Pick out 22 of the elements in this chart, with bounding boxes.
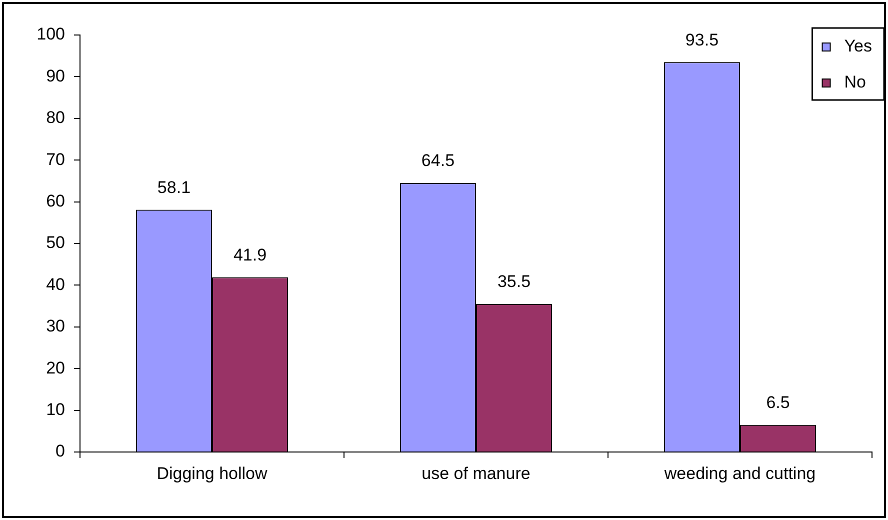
y-tick-label: 70 [46,150,65,169]
legend-label: No [844,72,866,92]
data-label: 58.1 [157,178,191,197]
y-tick-label: 60 [46,191,65,210]
y-tick-label: 40 [46,274,65,294]
y-tick-label: 100 [36,24,65,44]
y-tick-label: 80 [46,108,65,128]
data-label: 35.5 [497,272,531,292]
data-label: 6.5 [766,393,790,412]
y-tick-label: 90 [46,66,65,86]
y-tick-label: 20 [46,358,65,378]
y-tick-label: 50 [46,233,65,252]
y-tick-label: 10 [46,400,65,419]
x-tick-label: Digging hollow [156,464,268,483]
x-tick-label: use of manure [422,464,530,483]
legend-label: Yes [844,36,872,56]
y-tick-label: 30 [46,316,65,336]
data-label: 41.9 [233,245,267,264]
x-tick-label: weeding and cutting [663,464,816,483]
y-tick-label: 0 [56,442,65,461]
data-label: 93.5 [685,30,719,50]
data-label: 64.5 [421,151,455,170]
